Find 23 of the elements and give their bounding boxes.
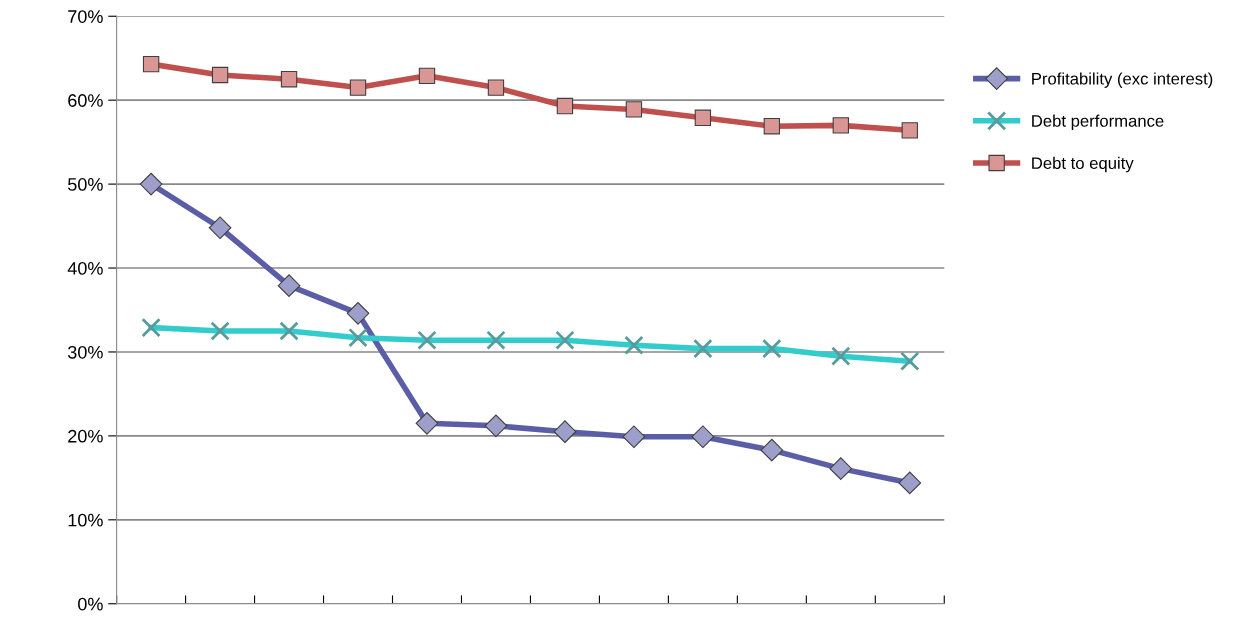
legend-label: Debt to equity: [1032, 156, 1134, 173]
legend-label: Profitability (exc interest): [1032, 72, 1213, 88]
y-tick-label: 50%: [68, 178, 103, 191]
point: [486, 330, 506, 350]
y-tick-label: 20%: [68, 429, 103, 443]
point: [348, 327, 368, 348]
y-tick-label: 0%: [78, 597, 103, 611]
y-tick-label: 60%: [68, 94, 103, 107]
point: [900, 351, 920, 371]
point: [831, 346, 851, 366]
legend-label: Debt performance: [1032, 114, 1164, 131]
y-tick-label: 40%: [67, 261, 103, 275]
point: [762, 338, 782, 359]
point: [417, 330, 437, 350]
y-tick-label: 10%: [68, 513, 103, 527]
point: [141, 317, 161, 338]
y-tick-label: 70%: [68, 10, 103, 23]
point: [210, 321, 230, 341]
point: [279, 321, 299, 341]
point: [555, 330, 575, 350]
y-tick-label: 30%: [67, 345, 103, 359]
point: [624, 335, 644, 355]
point: [693, 338, 713, 359]
